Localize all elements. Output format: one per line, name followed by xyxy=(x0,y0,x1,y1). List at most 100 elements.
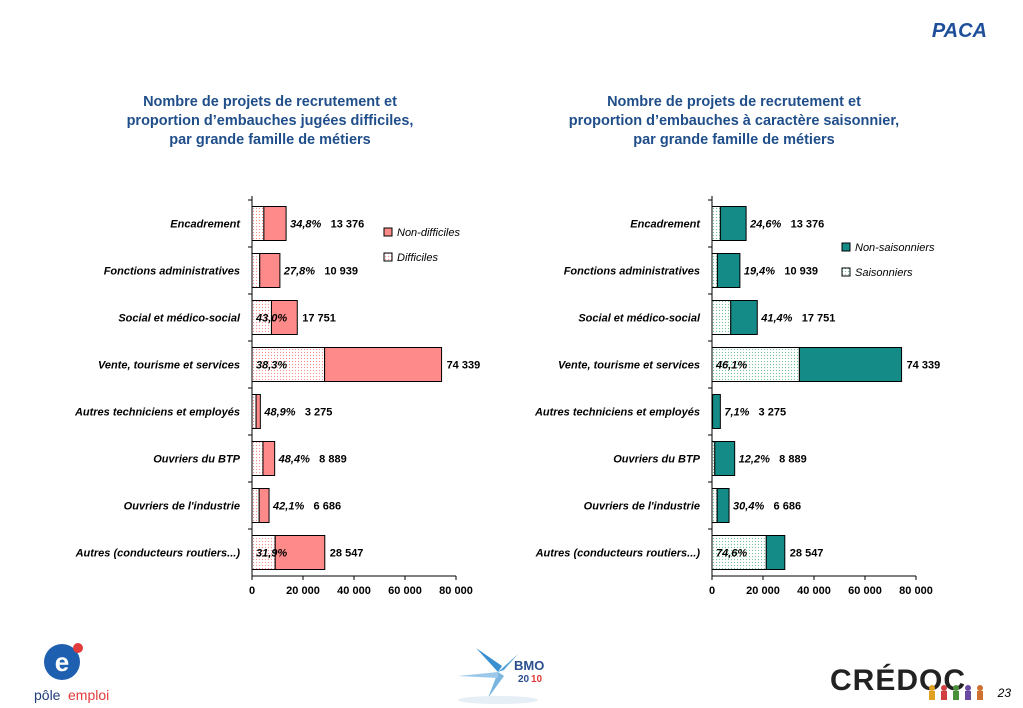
category-label: Fonctions administratives xyxy=(564,266,700,278)
bmo-star-icon xyxy=(458,648,518,698)
total-label: 10 939 xyxy=(324,266,358,278)
chart-title-line: par grande famille de métiers xyxy=(169,132,371,148)
category-label: Autres techniciens et employés xyxy=(74,407,240,419)
chart-title-line: Nombre de projets de recrutement et xyxy=(143,94,397,110)
chart-title-line: proportion d’embauches à caractère saiso… xyxy=(568,113,900,129)
total-label: 3 275 xyxy=(305,407,333,419)
total-label: 8 889 xyxy=(319,454,347,466)
bar-segment-difficult xyxy=(251,394,257,429)
category-label: Autres (conducteurs routiers...) xyxy=(535,548,701,560)
category-label: Encadrement xyxy=(170,219,241,231)
x-tick-label: 40 000 xyxy=(337,585,371,597)
x-tick-label: 0 xyxy=(709,585,715,597)
legend-swatch-non-difficult xyxy=(383,227,393,237)
legend-label-non-seasonal: Non-saisonniers xyxy=(855,242,935,254)
bar-segment-non-difficult xyxy=(270,300,298,335)
percent-label: 34,8% xyxy=(290,219,321,231)
bar-segment-non-seasonal xyxy=(765,535,786,570)
total-label: 74 339 xyxy=(907,360,941,372)
bar-segment-non-difficult xyxy=(259,253,281,288)
percent-label: 38,3% xyxy=(256,360,287,372)
total-label: 8 889 xyxy=(779,454,807,466)
credoc-figures-icon xyxy=(929,685,983,700)
bmo-year-a: 20 xyxy=(518,674,530,685)
category-label: Vente, tourisme et services xyxy=(558,360,700,372)
bar-segment-non-seasonal xyxy=(719,206,747,241)
page-title: PACA xyxy=(931,20,987,42)
pole-emploi-dot-icon xyxy=(73,643,83,653)
percent-label: 12,2% xyxy=(739,454,770,466)
category-label: Fonctions administratives xyxy=(104,266,240,278)
total-label: 10 939 xyxy=(784,266,818,278)
bar-segment-non-seasonal xyxy=(798,347,903,382)
percent-label: 48,9% xyxy=(263,407,295,419)
chart-difficult: 0 20 000 40 000 60 000 80 000 Encadrement 34,8… xyxy=(74,196,481,597)
bar-segment-non-seasonal xyxy=(716,488,730,523)
x-tick-label: 0 xyxy=(249,585,255,597)
bar-segment-difficult xyxy=(251,488,260,523)
total-label: 28 547 xyxy=(330,548,364,560)
chart-title-difficult: Nombre de projets de recrutement et prop… xyxy=(80,93,460,150)
chart-seasonal: 0 20 000 40 000 60 000 80 000 Encadrement 24,6… xyxy=(534,196,941,597)
bar-segment-non-seasonal xyxy=(714,441,736,476)
bar-segment-non-seasonal xyxy=(730,300,758,335)
percent-label: 46,1% xyxy=(715,360,747,372)
pole-emploi-text-2: emploi xyxy=(68,687,109,703)
legend-label-difficult: Difficiles xyxy=(397,252,438,264)
category-label: Social et médico-social xyxy=(118,313,241,325)
category-label: Ouvriers de l'industrie xyxy=(124,501,240,513)
percent-label: 43,0% xyxy=(255,313,287,325)
total-label: 74 339 xyxy=(447,360,481,372)
category-label: Autres (conducteurs routiers...) xyxy=(75,548,241,560)
bar-segment-seasonal xyxy=(711,347,800,382)
total-label: 17 751 xyxy=(302,313,336,325)
x-tick-label: 60 000 xyxy=(848,585,882,597)
category-label: Vente, tourisme et services xyxy=(98,360,240,372)
pole-emploi-text-1: pôle xyxy=(34,687,61,703)
chart-title-line: par grande famille de métiers xyxy=(633,132,835,148)
legend-swatch-non-seasonal xyxy=(841,242,851,252)
bar-segment-seasonal xyxy=(711,488,718,523)
category-label: Autres techniciens et employés xyxy=(534,407,700,419)
total-label: 13 376 xyxy=(331,219,365,231)
pole-emploi-logo: e pôle emploi xyxy=(34,643,109,703)
category-label: Social et médico-social xyxy=(578,313,701,325)
chart-title-line: proportion d’embauches jugées difficiles… xyxy=(126,113,414,129)
percent-label: 30,4% xyxy=(733,501,764,513)
percent-label: 7,1% xyxy=(724,407,749,419)
bar-segment-non-difficult xyxy=(263,206,287,241)
x-tick-label: 80 000 xyxy=(899,585,933,597)
credoc-logo: CRÉDOC xyxy=(830,663,983,700)
total-label: 13 376 xyxy=(791,219,825,231)
percent-label: 31,9% xyxy=(256,548,287,560)
legend-swatch-difficult xyxy=(383,252,393,262)
total-label: 3 275 xyxy=(759,407,787,419)
total-label: 6 686 xyxy=(774,501,802,513)
bar-segment-seasonal xyxy=(711,300,732,335)
x-tick-label: 20 000 xyxy=(286,585,320,597)
percent-label: 74,6% xyxy=(716,548,747,560)
chart-title-line: Nombre de projets de recrutement et xyxy=(607,94,861,110)
x-tick-label: 20 000 xyxy=(746,585,780,597)
bar-segment-difficult xyxy=(251,206,265,241)
pole-emploi-e-icon: e xyxy=(55,647,69,677)
percent-label: 19,4% xyxy=(744,266,775,278)
legend-label-seasonal: Saisonniers xyxy=(855,267,913,279)
x-tick-label: 60 000 xyxy=(388,585,422,597)
bar-segment-non-difficult xyxy=(255,394,261,429)
bar-segment-non-seasonal xyxy=(716,253,741,288)
legend-swatch-seasonal xyxy=(841,267,851,277)
percent-label: 24,6% xyxy=(749,219,781,231)
percent-label: 42,1% xyxy=(272,501,304,513)
bar-segment-seasonal xyxy=(711,253,718,288)
pole-emploi-circle-icon xyxy=(44,644,80,680)
bar-segment-difficult xyxy=(251,441,264,476)
page-number: 23 xyxy=(997,686,1011,700)
percent-label: 41,4% xyxy=(760,313,792,325)
bmo-logo: BMO 20 10 xyxy=(458,648,544,704)
category-label: Ouvriers du BTP xyxy=(153,454,240,466)
bar-segment-seasonal xyxy=(711,206,721,241)
legend-label-non-difficult: Non-difficiles xyxy=(397,227,460,239)
category-label: Ouvriers du BTP xyxy=(613,454,700,466)
percent-label: 27,8% xyxy=(283,266,315,278)
